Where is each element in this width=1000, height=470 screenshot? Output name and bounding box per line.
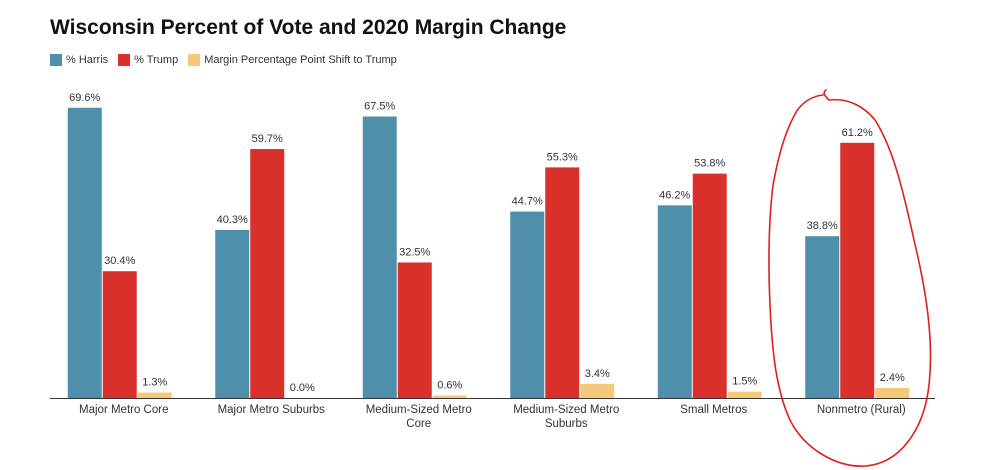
- bar-trump-5: [840, 142, 875, 398]
- data-label: 61.2%: [842, 127, 873, 139]
- bar-harris-0: [67, 107, 102, 398]
- x-tick-label: Medium-Sized Metro: [366, 404, 472, 416]
- data-label: 55.3%: [547, 151, 578, 163]
- legend-swatch-trump: [118, 54, 131, 66]
- legend-swatch-shift: [188, 54, 201, 66]
- bar-margin-percentage-point-shift-to-trump-2: [432, 395, 467, 398]
- x-tick-label: Major Metro Suburbs: [218, 404, 326, 416]
- bar-trump-2: [397, 262, 432, 398]
- legend-item-trump: % Trump: [118, 54, 178, 66]
- legend-label-shift: Margin Percentage Point Shift to Trump: [204, 54, 397, 66]
- data-label: 3.4%: [585, 368, 610, 380]
- bar-harris-5: [805, 236, 840, 398]
- data-label: 67.5%: [364, 101, 395, 113]
- data-label: 46.2%: [659, 189, 690, 201]
- legend-swatch-harris: [50, 54, 62, 66]
- data-label: 44.7%: [512, 196, 543, 208]
- bar-trump-3: [545, 167, 580, 398]
- legend-label-harris: % Harris: [66, 54, 109, 66]
- legend-item-harris: % Harris: [50, 54, 108, 66]
- x-tick-label: Major Metro Core: [79, 404, 168, 416]
- data-label: 38.8%: [807, 220, 838, 232]
- x-tick-label: Core: [406, 418, 431, 430]
- data-label: 59.7%: [252, 133, 283, 145]
- bar-margin-percentage-point-shift-to-trump-0: [137, 392, 172, 398]
- bar-trump-0: [102, 271, 137, 398]
- legend-item-shift: Margin Percentage Point Shift to Trump: [188, 54, 397, 66]
- bar-margin-percentage-point-shift-to-trump-3: [580, 383, 615, 398]
- data-label: 0.6%: [437, 379, 462, 391]
- x-tick-label: Medium-Sized Metro: [513, 404, 619, 416]
- data-label: 1.5%: [732, 376, 757, 388]
- data-label: 53.8%: [694, 158, 725, 170]
- x-tick-label: Small Metros: [680, 404, 747, 416]
- data-label: 30.4%: [104, 255, 135, 267]
- data-label: 32.5%: [399, 246, 430, 258]
- bar-margin-percentage-point-shift-to-trump-4: [727, 391, 762, 398]
- x-tick-label: Nonmetro (Rural): [817, 404, 906, 416]
- data-label: 1.3%: [142, 377, 167, 389]
- bar-trump-1: [250, 149, 285, 398]
- chart-title: Wisconsin Percent of Vote and 2020 Margi…: [50, 16, 567, 39]
- bar-harris-2: [362, 116, 397, 399]
- bar-harris-4: [657, 205, 692, 398]
- data-label: 40.3%: [217, 214, 248, 226]
- data-label: 69.6%: [69, 92, 100, 104]
- hand-drawn-circle-annotation: [768, 89, 932, 467]
- bar-harris-1: [215, 229, 250, 398]
- data-label: 2.4%: [880, 372, 905, 384]
- data-label: 0.0%: [290, 382, 315, 394]
- bar-harris-3: [510, 211, 545, 398]
- bar-margin-percentage-point-shift-to-trump-5: [875, 387, 910, 398]
- bar-trump-4: [692, 173, 727, 398]
- x-tick-label: Suburbs: [545, 418, 588, 430]
- legend: % Harris % Trump Margin Percentage Point…: [50, 54, 407, 66]
- legend-label-trump: % Trump: [134, 54, 179, 66]
